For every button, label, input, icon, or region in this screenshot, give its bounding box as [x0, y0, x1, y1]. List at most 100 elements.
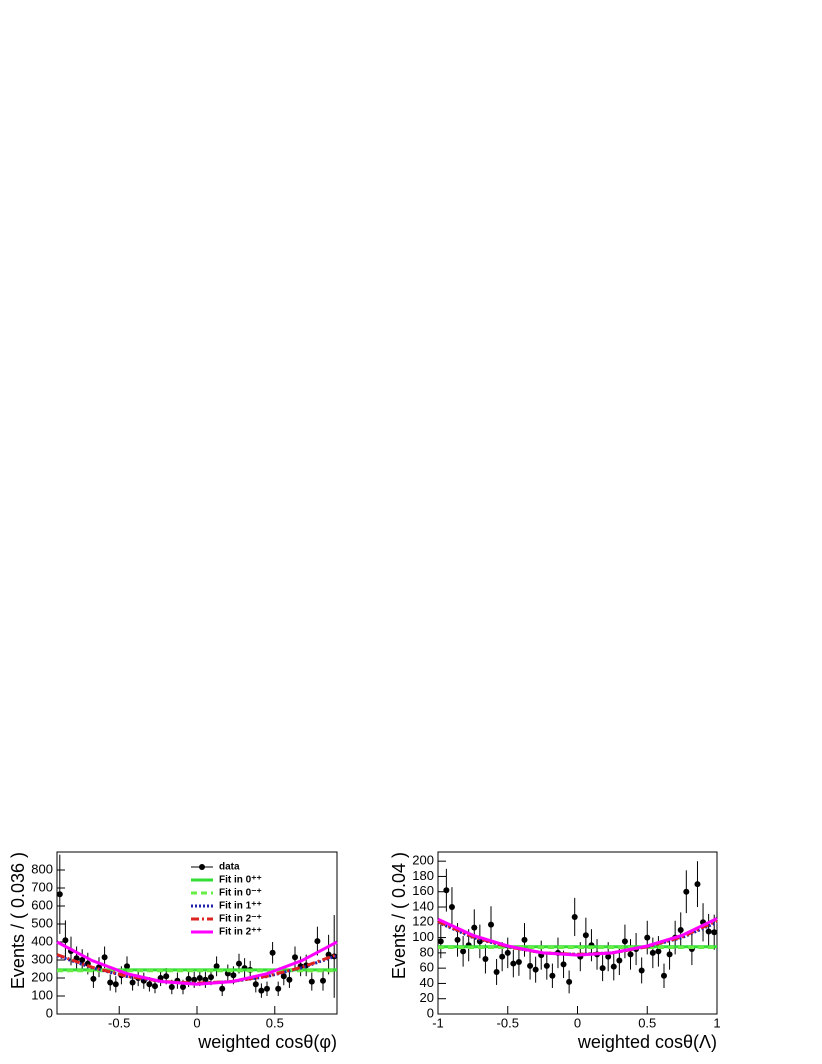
x-tick-label: 0.5	[266, 1015, 284, 1030]
data-point	[448, 904, 455, 911]
data-point	[515, 959, 522, 966]
y-tick-label: 160	[412, 883, 434, 898]
data-point	[230, 972, 237, 979]
x-tick-label: 0	[193, 1015, 200, 1030]
legend-label: Fit in 0⁺⁺	[219, 875, 262, 886]
y-tick-label: 40	[420, 975, 434, 990]
legend-label: Fit in 1⁺⁺	[219, 901, 262, 912]
y-tick-label: 800	[31, 861, 53, 876]
data-point	[202, 976, 209, 983]
legend-label: Fit in 2⁻⁺	[219, 914, 262, 925]
data-point	[286, 976, 293, 983]
data-point	[129, 979, 136, 986]
data-point	[549, 972, 556, 979]
data-point	[107, 979, 114, 986]
data-point	[292, 954, 298, 961]
data-point	[79, 957, 86, 963]
y-tick-label: 700	[31, 879, 53, 894]
y-tick-label: 180	[412, 868, 434, 883]
data-point	[454, 936, 461, 943]
data-point	[275, 985, 282, 992]
y-tick-label: 500	[31, 915, 53, 930]
data-point	[168, 984, 175, 990]
data-point	[499, 953, 506, 960]
data-point	[493, 968, 500, 975]
data-point	[510, 960, 517, 967]
data-point	[213, 963, 220, 970]
x-axis-title: weighted cosθ(φ)	[197, 1032, 337, 1052]
y-tick-label: 400	[31, 933, 53, 948]
data-point	[560, 961, 567, 968]
data-point	[258, 987, 265, 994]
legend-label: Fit in 2⁺⁺	[219, 927, 262, 938]
data-point	[683, 888, 690, 895]
data-point	[605, 953, 612, 960]
data-point	[185, 975, 192, 982]
y-tick-label: 100	[31, 987, 53, 1002]
data-point	[677, 926, 684, 933]
data-point	[571, 913, 578, 920]
data-point	[711, 929, 718, 936]
data-point	[196, 975, 203, 981]
data-point	[152, 983, 158, 990]
x-tick-label: -1	[432, 1015, 444, 1030]
data-point	[649, 949, 656, 956]
data-point	[56, 891, 63, 898]
fit-line	[437, 917, 718, 957]
data-point	[101, 954, 108, 961]
y-tick-label: 80	[420, 944, 434, 959]
y-tick-label: 600	[31, 897, 53, 912]
data-point	[666, 951, 673, 958]
data-point	[264, 985, 270, 992]
y-tick-label: 60	[420, 960, 434, 975]
data-point	[610, 963, 617, 970]
fit-line	[56, 940, 338, 986]
data-point	[566, 978, 573, 985]
data-point	[280, 973, 287, 980]
data-point	[644, 934, 651, 941]
data-point	[90, 975, 97, 982]
data-point	[325, 951, 332, 958]
data-point	[655, 948, 662, 955]
x-tick-label: -0.5	[497, 1015, 519, 1030]
legend-label: data	[219, 862, 240, 873]
data-point	[705, 928, 712, 935]
data-point	[660, 972, 667, 979]
data-point	[163, 973, 170, 980]
data-point	[112, 981, 119, 988]
data-point	[180, 984, 186, 990]
data-point	[124, 963, 130, 970]
fit-line	[56, 953, 338, 985]
data-point	[582, 932, 589, 939]
x-tick-label: 1	[713, 1015, 720, 1030]
data-point	[320, 977, 326, 984]
data-point	[62, 937, 69, 944]
y-tick-label: 100	[412, 929, 434, 944]
data-point	[208, 974, 214, 981]
x-axis-title: weighted cosθ(Λ)	[577, 1032, 717, 1052]
data-point	[269, 949, 276, 956]
y-axis-title: Events / ( 0.04 )	[389, 852, 409, 979]
y-tick-label: 20	[420, 990, 434, 1005]
data-point	[488, 921, 495, 928]
data-point	[543, 962, 550, 969]
data-point	[638, 967, 645, 974]
data-point	[627, 951, 634, 958]
data-point	[437, 938, 444, 945]
y-tick-label: 0	[46, 1005, 53, 1020]
data-point	[308, 978, 315, 985]
data-point	[527, 962, 534, 969]
data-point	[219, 985, 226, 992]
data-point	[236, 960, 242, 967]
x-tick-label: 0	[574, 1015, 581, 1030]
legend-label: Fit in 0⁻⁺	[219, 888, 262, 899]
data-point	[504, 949, 511, 956]
data-point	[191, 976, 198, 983]
y-tick-label: 200	[412, 853, 434, 868]
y-axis-title: Events / ( 0.036 )	[8, 852, 28, 989]
data-point	[146, 981, 153, 988]
data-point	[532, 966, 539, 973]
data-point	[252, 981, 259, 988]
data-point	[482, 955, 489, 962]
